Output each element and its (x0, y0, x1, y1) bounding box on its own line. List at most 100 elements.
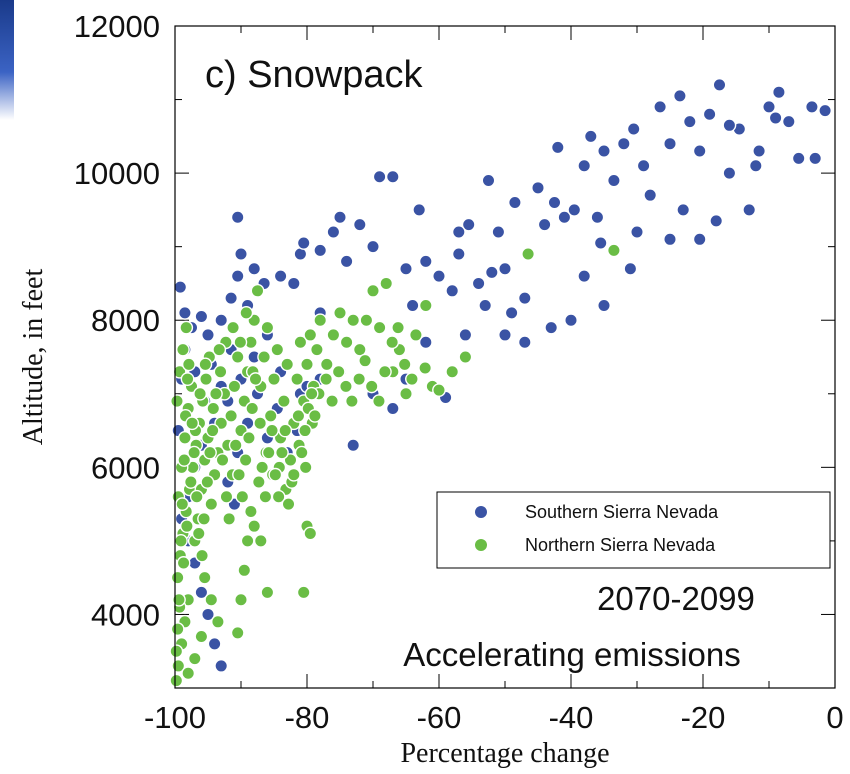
southern-point (583, 129, 598, 144)
northern-point (275, 445, 289, 460)
northern-point (176, 556, 191, 570)
southern-point (484, 265, 499, 280)
northern-point (333, 305, 347, 320)
northern-point (169, 644, 184, 659)
southern-point (451, 225, 466, 239)
northern-point (210, 614, 225, 629)
northern-point (253, 416, 268, 431)
southern-point (564, 313, 578, 328)
northern-point (372, 394, 386, 409)
legend: Southern Sierra Nevada Northern Sierra N… (436, 491, 831, 569)
southern-point (517, 291, 532, 306)
northern-point (204, 497, 219, 512)
northern-point (187, 651, 202, 666)
northern-point (366, 283, 380, 298)
southern-point (333, 210, 347, 225)
southern-point (577, 158, 592, 173)
southern-point (748, 158, 763, 173)
northern-point (169, 673, 184, 688)
northern-point (245, 401, 260, 416)
northern-point (303, 526, 318, 541)
chart-title: c) Snowpack (205, 54, 424, 96)
northern-point (248, 372, 263, 386)
northern-point (304, 386, 319, 401)
northern-point (276, 394, 291, 409)
southern-point (471, 276, 486, 291)
northern-point (359, 313, 374, 328)
northern-point (267, 372, 281, 386)
northern-point (298, 460, 313, 475)
southern-point (352, 217, 367, 232)
x-tick-label: -20 (681, 700, 726, 735)
southern-point (385, 401, 400, 416)
southern-point (818, 103, 832, 118)
northern-point (215, 453, 230, 467)
y-tick-label: 8000 (91, 303, 160, 338)
northern-point (235, 489, 250, 504)
legend-marker-southern (475, 506, 487, 518)
southern-point (385, 169, 400, 184)
southern-point (630, 225, 644, 239)
plot-frame (174, 25, 836, 689)
northern-point (294, 445, 309, 460)
southern-point (567, 202, 582, 217)
northern-point (331, 364, 346, 379)
northern-point (339, 335, 354, 350)
northern-point (364, 379, 379, 394)
southern-point (692, 232, 707, 247)
northern-point (200, 475, 215, 489)
southern-point (173, 280, 188, 295)
northern-point (172, 592, 186, 607)
southern-point (418, 254, 433, 269)
southern-point (177, 305, 192, 320)
southern-point (326, 225, 341, 239)
southern-point (742, 202, 757, 217)
northern-point (234, 592, 248, 607)
northern-point (233, 335, 248, 350)
northern-point (261, 445, 276, 460)
northern-point (209, 386, 223, 401)
northern-point (197, 511, 211, 526)
northern-point (379, 276, 394, 291)
x-tick-label: -40 (549, 700, 594, 735)
y-tick-label: 4000 (91, 597, 160, 632)
northern-point (222, 511, 237, 526)
southern-point (432, 269, 446, 283)
y-tick-label: 12000 (74, 9, 160, 44)
northern-point (170, 622, 185, 637)
southern-point (808, 151, 823, 166)
southern-point (273, 269, 288, 283)
y-tick-label: 6000 (91, 450, 160, 485)
legend-label-southern: Southern Sierra Nevada (525, 502, 719, 522)
northern-point (237, 563, 252, 578)
southern-point (663, 136, 677, 151)
northern-point (418, 361, 433, 375)
southern-point (791, 151, 806, 166)
southern-point (537, 217, 552, 232)
southern-point (692, 144, 707, 158)
northern-point (228, 438, 243, 453)
southern-point (636, 158, 651, 173)
y-tick-label: 10000 (74, 156, 160, 191)
northern-point (290, 372, 304, 386)
southern-point (399, 261, 413, 276)
northern-point (185, 416, 200, 431)
southern-point (412, 202, 427, 217)
northern-point (283, 453, 298, 467)
x-tick-label: -80 (285, 700, 330, 735)
northern-point (268, 467, 283, 482)
northern-point (432, 383, 446, 397)
southern-point (781, 114, 796, 129)
southern-point (478, 298, 493, 313)
northern-point (251, 475, 266, 489)
northern-point (358, 353, 372, 368)
northern-point (206, 401, 221, 416)
northern-point (174, 533, 188, 548)
northern-point (291, 408, 306, 423)
northern-point (344, 394, 359, 409)
southern-point (201, 328, 215, 342)
southern-point (550, 140, 565, 155)
northern-point (281, 497, 296, 512)
southern-point (616, 136, 631, 151)
northern-point (176, 342, 190, 357)
